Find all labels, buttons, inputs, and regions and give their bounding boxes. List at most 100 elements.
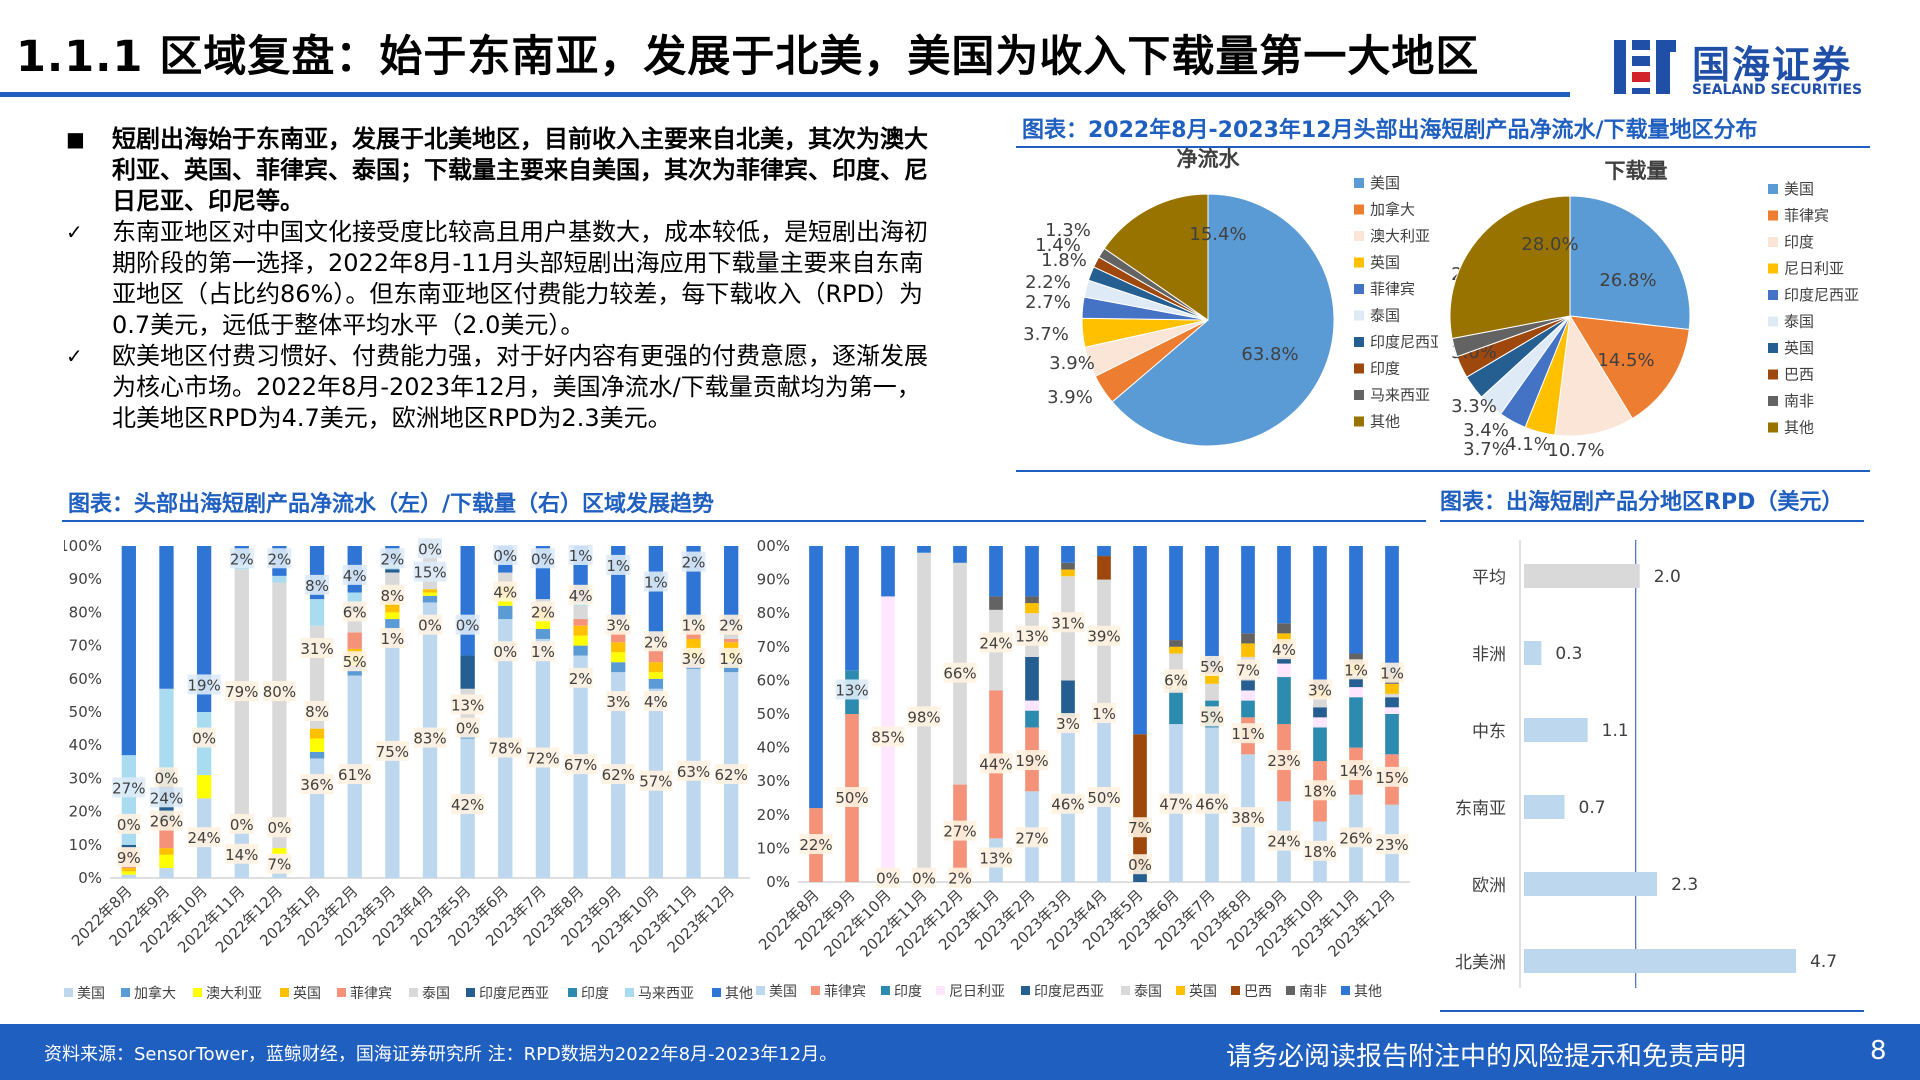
data-label-bg <box>1231 723 1265 744</box>
legend-swatch <box>625 988 634 997</box>
pie-slice <box>1449 195 1571 340</box>
bar-data-label: 7% <box>1236 661 1260 679</box>
pie-data-label: 3.9% <box>1049 353 1095 374</box>
data-label-bg <box>267 817 292 838</box>
bar-segment <box>724 638 739 643</box>
bar-segment <box>1277 633 1291 644</box>
section-divider <box>1440 520 1864 522</box>
data-label-bg <box>1339 760 1373 781</box>
category-label: 非洲 <box>1472 645 1506 665</box>
bar-segment <box>1277 623 1291 634</box>
data-label-bg <box>1128 854 1152 875</box>
legend-swatch <box>811 986 820 995</box>
bar-data-label: 2% <box>268 550 292 568</box>
bar-segment <box>1277 677 1291 725</box>
bar-segment <box>196 775 212 799</box>
data-label-bg <box>1303 840 1337 861</box>
pie-slice <box>1569 195 1691 331</box>
data-label-bg <box>564 754 598 775</box>
bar-segment <box>1385 546 1399 674</box>
bar-segment <box>1025 710 1039 728</box>
rpd-bar <box>1524 795 1565 819</box>
bar-segment <box>385 569 400 573</box>
bar-data-label: 24% <box>150 789 183 807</box>
data-label-bg <box>375 740 409 761</box>
y-tick-label: 30% <box>757 772 790 790</box>
pie-data-label: 26.8% <box>1599 270 1656 291</box>
bar-data-label: 75% <box>376 743 409 761</box>
bar-data-label: 0% <box>912 870 936 888</box>
legend-swatch <box>1768 184 1778 194</box>
bar-segment <box>159 868 174 878</box>
bar-segment <box>1169 653 1183 674</box>
bar-segment <box>460 546 475 656</box>
data-label-bg <box>643 571 668 592</box>
legend-label: 澳大利亚 <box>206 986 262 1002</box>
legend-swatch <box>1354 231 1364 241</box>
data-label-bg <box>943 820 977 841</box>
bar-segment <box>159 546 174 689</box>
legend-label: 英国 <box>1784 339 1814 357</box>
legend-swatch <box>337 988 346 997</box>
legend-label: 菲律宾 <box>824 984 866 1000</box>
y-tick-label: 70% <box>69 637 102 655</box>
pie-slice <box>1569 315 1690 420</box>
legend-label: 其他 <box>1370 413 1400 431</box>
pie-data-label: 3.7% <box>1463 439 1509 460</box>
pie-title: 下载量 <box>1605 159 1668 183</box>
rpd-bar <box>1524 872 1658 896</box>
bar-data-label: 0% <box>876 870 900 888</box>
legend-label: 巴西 <box>1784 366 1814 384</box>
bar-segment <box>686 638 701 649</box>
bar-segment <box>648 662 664 673</box>
download-trend-chart: 0%10%20%30%40%50%60%70%80%90%100%2022年8月… <box>756 537 1410 1000</box>
rpd-bar <box>1524 564 1640 588</box>
bar-segment <box>460 655 475 689</box>
download-pie-chart: 下载量26.8%14.5%10.7%4.1%3.7%3.4%3.3%3.0%2.… <box>1449 159 1859 461</box>
bar-data-label: 0% <box>117 816 141 834</box>
legend-swatch <box>1021 986 1030 995</box>
legend-label: 泰国 <box>1784 313 1814 331</box>
bar-data-label: 2% <box>531 603 555 621</box>
bar-data-label: 39% <box>1087 628 1120 646</box>
data-label-bg <box>229 548 254 569</box>
legend-swatch <box>936 986 945 995</box>
rpd-value-label: 0.3 <box>1555 644 1582 664</box>
section-divider <box>1016 470 1870 472</box>
category-label: 平均 <box>1472 568 1506 588</box>
y-tick-label: 0% <box>78 869 102 887</box>
bar-segment <box>1241 700 1255 718</box>
bar-segment <box>272 575 287 583</box>
bar-data-label: 98% <box>907 708 940 726</box>
pie-data-label: 14.5% <box>1597 350 1654 371</box>
data-label-bg <box>112 777 146 798</box>
legend-swatch <box>1354 363 1364 374</box>
pie-slice <box>1554 314 1634 437</box>
bar-data-label: 2% <box>569 670 593 688</box>
bar-data-label: 23% <box>1375 836 1408 854</box>
data-label-bg <box>1051 612 1085 633</box>
legend-swatch <box>1768 290 1778 300</box>
bar-data-label: 13% <box>835 681 868 699</box>
bar-segment <box>1061 569 1075 577</box>
legend-swatch <box>881 986 890 995</box>
legend-swatch <box>409 988 418 997</box>
bar-data-label: 66% <box>943 665 976 683</box>
bar-segment <box>1349 653 1363 664</box>
legend-swatch <box>1231 986 1240 995</box>
legend-label: 泰国 <box>1134 984 1162 1000</box>
data-label-bg <box>681 551 706 572</box>
bar-data-label: 15% <box>413 564 446 582</box>
bar-data-label: 3% <box>682 650 706 668</box>
bar-data-label: 3% <box>606 693 630 711</box>
legend-swatch <box>1354 204 1364 215</box>
bar-data-label: 5% <box>343 653 367 671</box>
bar-data-label: 85% <box>871 729 904 747</box>
y-tick-label: 10% <box>69 836 102 854</box>
bar-segment <box>845 546 859 671</box>
bar-segment <box>309 738 325 752</box>
bar-segment <box>1277 546 1291 624</box>
bar-segment <box>1133 546 1147 735</box>
bullet-text: 东南亚地区对中国文化接受度比较高且用户基数大，成本较低，是短剧出海初期阶段的第一… <box>112 218 928 339</box>
bar-data-label: 27% <box>943 823 976 841</box>
